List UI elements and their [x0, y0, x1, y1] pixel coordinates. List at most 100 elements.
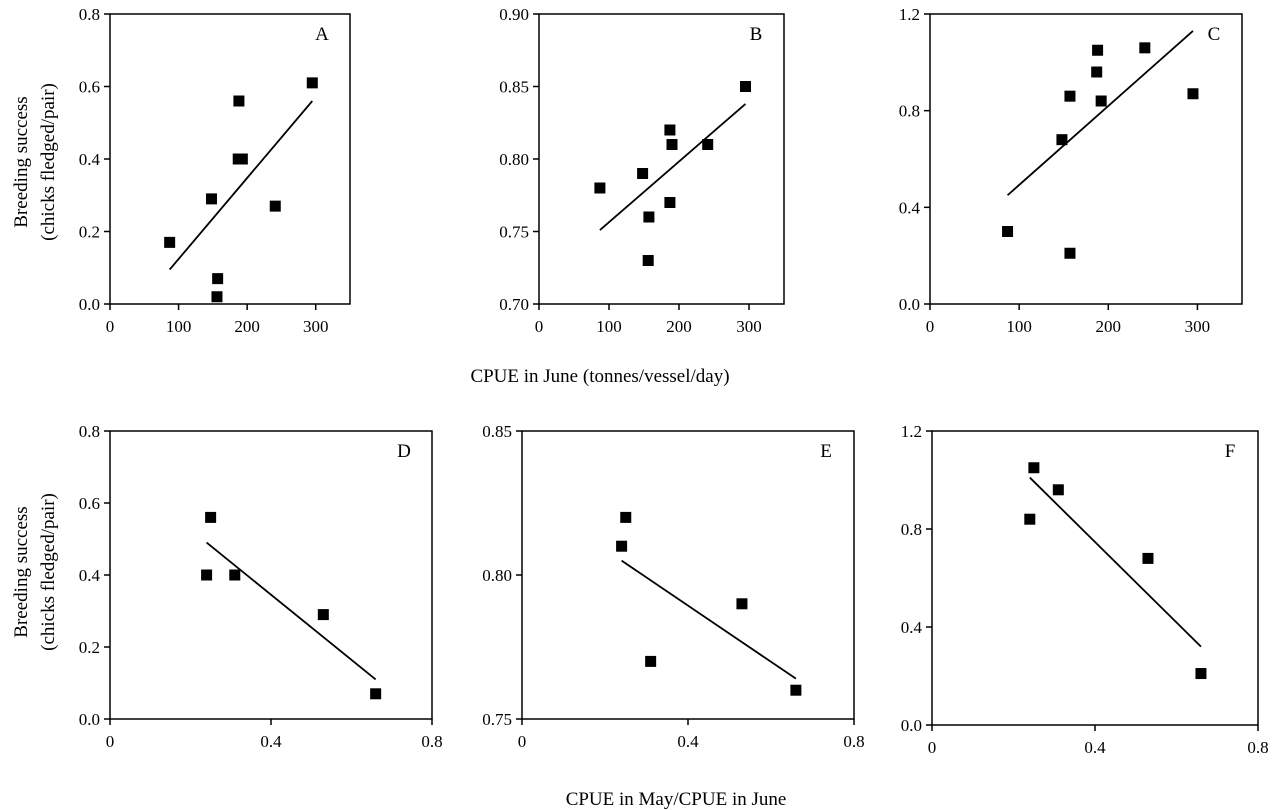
y-tick-label-c: 0.0: [899, 295, 920, 314]
x-tick-label-f: 0.8: [1247, 738, 1268, 757]
y-tick-label-c: 0.4: [899, 198, 921, 217]
x-tick-label-b: 300: [736, 317, 762, 336]
x-tick-label-e: 0.4: [677, 732, 699, 751]
y-tick-label-b: 0.85: [499, 78, 529, 97]
data-point-a: [211, 291, 223, 303]
trendline-d: [206, 541, 377, 681]
y-tick-label-b: 0.80: [499, 150, 529, 169]
y-tick-label-f: 0.4: [901, 618, 923, 637]
x-tick-label-d: 0.8: [421, 732, 442, 751]
x-tick-label-d: 0.4: [260, 732, 282, 751]
data-point-c: [1056, 134, 1068, 146]
data-point-c: [1187, 88, 1199, 100]
y-tick-label-c: 0.8: [899, 102, 920, 121]
y-axis-title-top-line1: Breeding success: [11, 96, 32, 227]
data-point-b: [664, 197, 676, 208]
x-tick-label-f: 0.4: [1084, 738, 1106, 757]
data-point-c: [1092, 44, 1104, 56]
panel-label-a: A: [315, 24, 329, 45]
data-point-b: [643, 211, 655, 223]
y-tick-label-f: 0.0: [901, 716, 922, 735]
x-tick-label-a: 100: [166, 317, 192, 336]
x-tick-label-c: 100: [1006, 317, 1032, 336]
data-point-d: [370, 688, 382, 700]
data-point-b: [666, 139, 678, 150]
trendline-a: [168, 100, 313, 271]
data-point-f: [1024, 513, 1036, 525]
plot-frame-d: [109, 430, 433, 720]
y-tick-label-e: 0.75: [482, 710, 512, 729]
y-tick-label-d: 0.4: [79, 566, 101, 585]
x-axis-title-bottom: CPUE in May/CPUE in June: [566, 789, 787, 810]
y-tick-label-e: 0.80: [482, 566, 512, 585]
data-point-b: [594, 182, 606, 194]
data-point-a: [205, 193, 217, 205]
x-tick-label-b: 0: [535, 317, 544, 336]
plot-frame-b: [538, 13, 785, 305]
data-point-e: [736, 598, 748, 610]
x-tick-label-c: 300: [1185, 317, 1211, 336]
y-tick-label-b: 0.70: [499, 295, 529, 314]
panel-c: 0.0 0.4 0.8 1.2 0 100 200 300 C: [899, 5, 1243, 336]
x-tick-label-a: 200: [234, 317, 260, 336]
x-tick-label-d: 0: [106, 732, 115, 751]
y-tick-label-a: 0.8: [79, 5, 100, 24]
data-point-e: [790, 684, 802, 696]
panel-a: 0.0 0.2 0.4 0.6 0.8 0 100 200 300 A: [79, 5, 351, 336]
panel-label-f: F: [1225, 441, 1236, 462]
x-tick-label-c: 0: [926, 317, 935, 336]
x-tick-label-b: 100: [596, 317, 622, 336]
data-point-c: [1095, 95, 1107, 107]
data-point-b: [637, 168, 649, 179]
y-tick-label-a: 0.2: [79, 223, 100, 242]
data-point-e: [645, 655, 657, 667]
data-point-a: [306, 77, 318, 89]
data-point-a: [236, 153, 248, 165]
trendline-c: [1006, 30, 1194, 196]
y-axis-title-top-line2: (chicks fledged/pair): [38, 83, 59, 241]
plot-frame-e: [521, 430, 855, 720]
panels: 0.00.20.40.60.80 100 200 300A0.700.750.800.…: [79, 5, 1269, 757]
y-tick-label-c: 1.2: [899, 5, 920, 24]
data-point-d: [229, 569, 241, 581]
data-point-c: [1139, 42, 1151, 54]
y-axis-title-bottom-line2: (chicks fledged/pair): [38, 493, 59, 651]
panel-e: 0.75 0.80 0.85 0 0.4 0.8 E: [482, 422, 864, 751]
x-tick-label-f: 0: [928, 738, 937, 757]
data-point-a: [164, 236, 176, 248]
data-point-f: [1052, 484, 1064, 496]
data-point-d: [205, 511, 217, 523]
x-tick-label-c: 200: [1096, 317, 1122, 336]
data-point-a: [212, 273, 224, 285]
plot-frame-a: [109, 13, 351, 305]
panel-label-d: D: [397, 441, 411, 462]
y-tick-label-e: 0.85: [482, 422, 512, 441]
data-point-b: [664, 124, 676, 136]
y-tick-label-a: 0.6: [79, 78, 100, 97]
y-tick-label-f: 0.8: [901, 520, 922, 539]
x-tick-label-e: 0.8: [843, 732, 864, 751]
plot-frame-f: [931, 430, 1259, 726]
y-tick-label-a: 0.0: [79, 295, 100, 314]
y-axis-title-bottom-line1: Breeding success: [11, 506, 32, 637]
data-point-e: [616, 540, 628, 552]
y-tick-label-a: 0.4: [79, 150, 101, 169]
trendline-b: [599, 103, 747, 231]
data-point-e: [620, 511, 632, 523]
data-point-b: [740, 81, 751, 92]
x-tick-label-a: 300: [303, 317, 329, 336]
panel-label-c: C: [1208, 24, 1221, 45]
plot-frame-c: [929, 13, 1243, 305]
panel-label-e: E: [820, 441, 832, 462]
data-point-b: [702, 139, 714, 150]
y-tick-label-d: 0.6: [79, 494, 100, 513]
data-point-f: [1028, 462, 1040, 474]
data-point-a: [269, 200, 281, 212]
trendline-f: [1029, 476, 1202, 648]
panel-f: 0.0 0.4 0.8 1.2 0 0.4 0.8 F: [901, 422, 1269, 757]
data-point-d: [317, 609, 329, 621]
panel-label-b: B: [750, 24, 763, 45]
data-point-c: [1064, 90, 1076, 102]
y-tick-label-d: 0.0: [79, 710, 100, 729]
